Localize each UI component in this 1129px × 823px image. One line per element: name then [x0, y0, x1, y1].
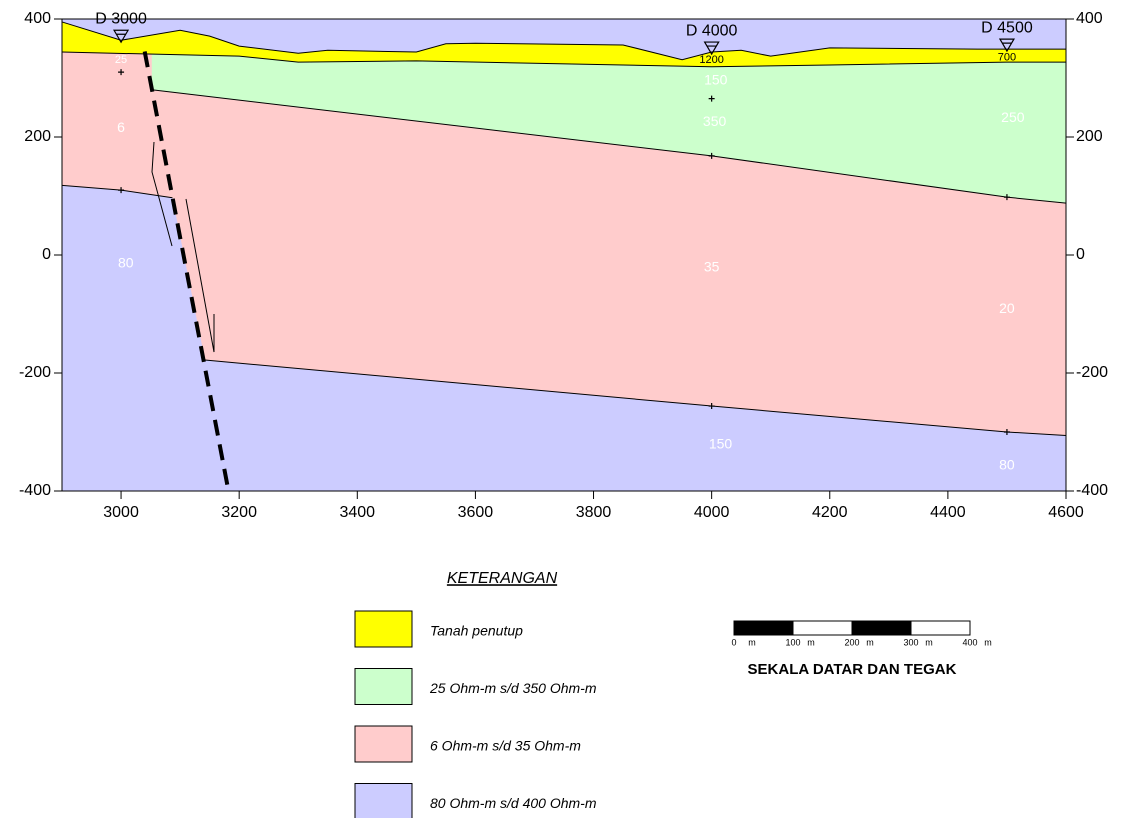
- legend-swatch: [355, 669, 412, 705]
- resistivity-label: 20: [999, 300, 1015, 316]
- y2-tick-label: 0: [1076, 246, 1085, 263]
- y-tick-label: -400: [19, 482, 51, 499]
- scale-segment: [852, 621, 911, 635]
- x-tick-label: 4000: [694, 504, 730, 521]
- scale-unit: m: [748, 637, 756, 647]
- legend-label: Tanah penutup: [430, 623, 523, 639]
- x-tick-label: 3600: [458, 504, 494, 521]
- x-tick-label: 3400: [339, 504, 375, 521]
- y2-tick-label: -400: [1076, 482, 1108, 499]
- legend-swatch: [355, 784, 412, 819]
- legend-swatch: [355, 726, 412, 762]
- legend-label: 80 Ohm-m s/d 400 Ohm-m: [430, 795, 597, 811]
- resistivity-label: 350: [703, 113, 727, 129]
- y2-tick-label: -200: [1076, 364, 1108, 381]
- x-tick-label: 3000: [103, 504, 139, 521]
- cross-section: 256801200150350250352015080700D 3000D 40…: [0, 0, 1129, 818]
- legend-label: 25 Ohm-m s/d 350 Ohm-m: [429, 680, 597, 696]
- x-tick-label: 4200: [812, 504, 848, 521]
- resistivity-label: 150: [704, 72, 728, 88]
- y-tick-label: -200: [19, 364, 51, 381]
- legend-title: KETERANGAN: [447, 570, 558, 587]
- station-label: D 4000: [686, 22, 738, 39]
- scale-segment: [734, 621, 793, 635]
- x-tick-label: 4400: [930, 504, 966, 521]
- resistivity-label: 80: [118, 255, 134, 271]
- station-label: D 4500: [981, 19, 1033, 36]
- scale-segment: [911, 621, 970, 635]
- resistivity-label: 35: [704, 259, 720, 275]
- scale-tick-label: 200: [844, 637, 859, 647]
- x-tick-label: 3200: [221, 504, 257, 521]
- resistivity-label: 6: [117, 119, 125, 135]
- resistivity-label: 80: [999, 456, 1015, 472]
- y-tick-label: 200: [24, 128, 51, 145]
- scale-title: SEKALA DATAR DAN TEGAK: [748, 661, 957, 678]
- scale-unit: m: [984, 637, 992, 647]
- y-tick-label: 0: [42, 246, 51, 263]
- x-tick-label: 4600: [1048, 504, 1084, 521]
- y2-tick-label: 200: [1076, 128, 1103, 145]
- scale-tick-label: 300: [903, 637, 918, 647]
- scale-tick-label: 400: [962, 637, 977, 647]
- legend-swatch: [355, 611, 412, 647]
- x-tick-label: 3800: [576, 504, 612, 521]
- scale-tick-label: 100: [785, 637, 800, 647]
- scale-unit: m: [866, 637, 874, 647]
- scale-tick-label: 0: [731, 637, 736, 647]
- scale-unit: m: [807, 637, 815, 647]
- scale-unit: m: [925, 637, 933, 647]
- resistivity-label: 700: [998, 51, 1016, 63]
- legend-label: 6 Ohm-m s/d 35 Ohm-m: [430, 738, 581, 754]
- scale-segment: [793, 621, 852, 635]
- y-tick-label: 400: [24, 10, 51, 27]
- y2-tick-label: 400: [1076, 10, 1103, 27]
- resistivity-label: 1200: [699, 54, 723, 66]
- resistivity-label: 25: [115, 54, 127, 66]
- resistivity-label: 150: [709, 436, 733, 452]
- resistivity-label: 250: [1001, 109, 1025, 125]
